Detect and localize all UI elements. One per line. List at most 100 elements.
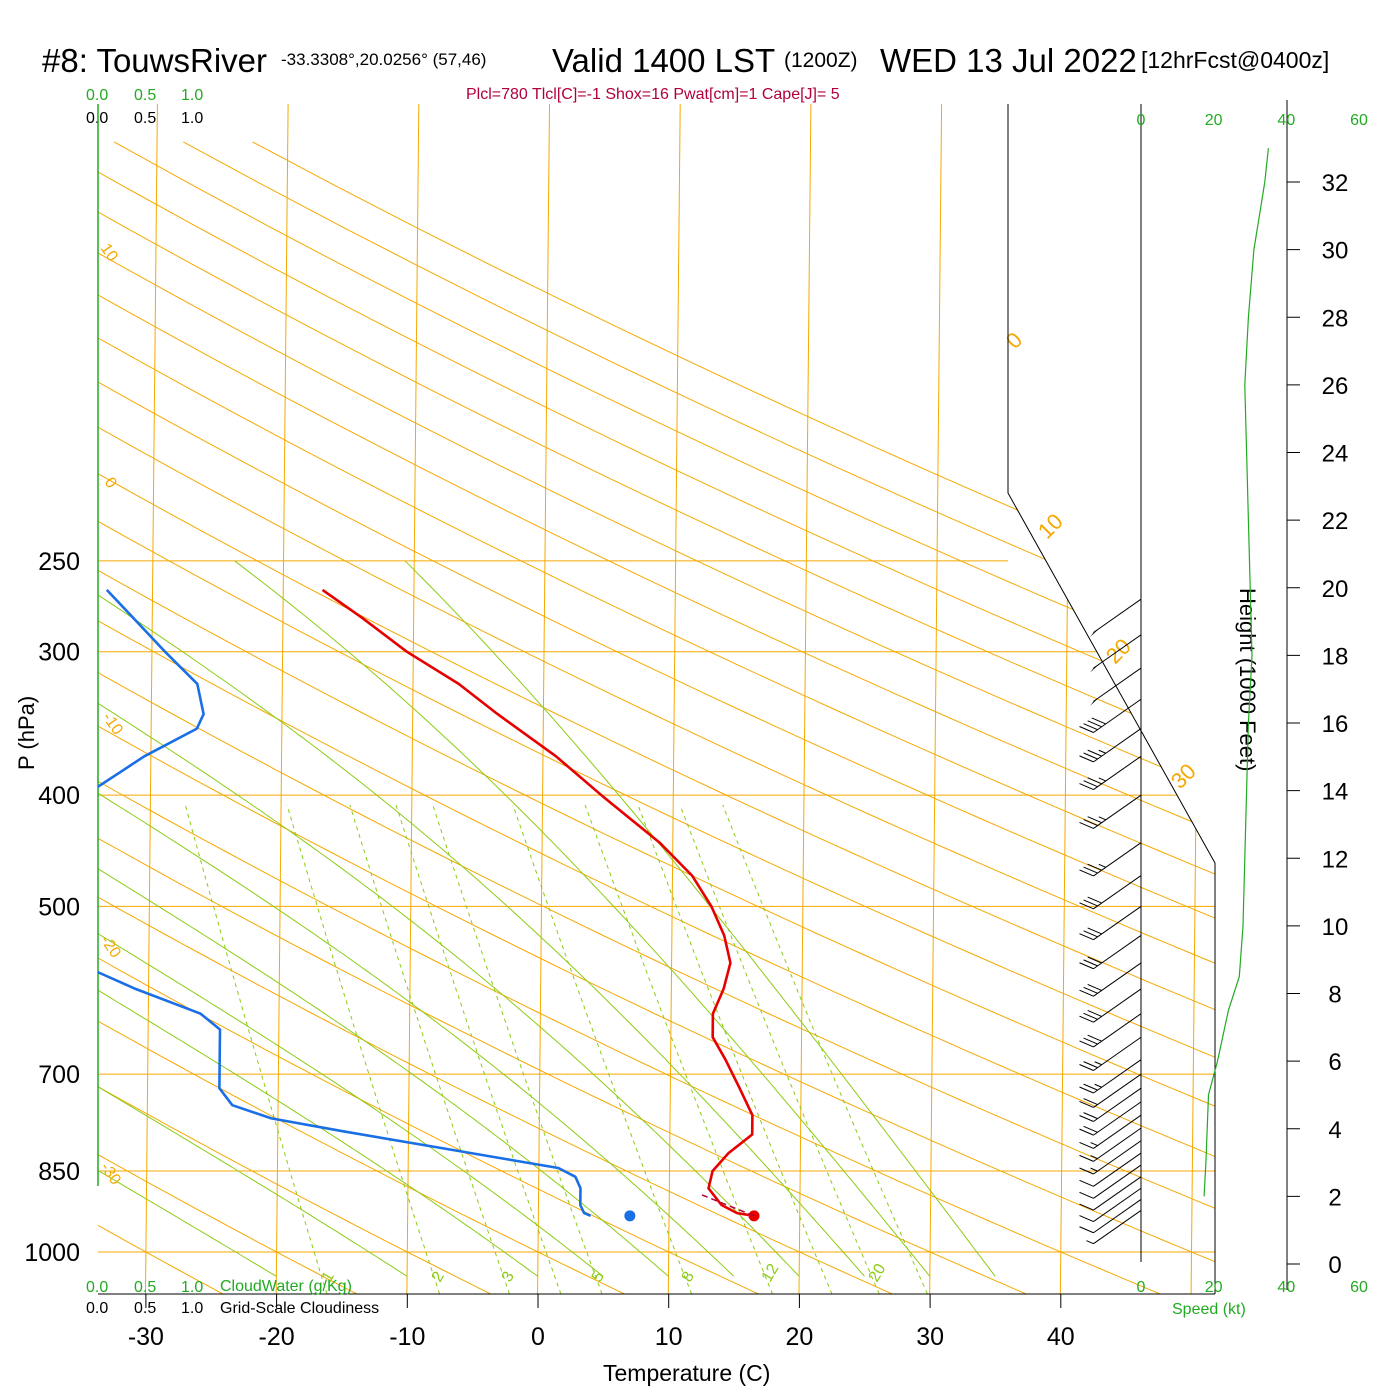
wind-barb (1079, 1101, 1142, 1136)
cloudiness-tick-top-1: 0.5 (134, 110, 156, 127)
temperature-tick-label: -10 (389, 1323, 425, 1351)
height-tick-label: 12 (1322, 846, 1349, 873)
wind-barb (1079, 1036, 1142, 1071)
dry-adiabat (98, 141, 625, 1294)
dry-adiabat (113, 141, 1215, 1294)
wind-barb-staff (1093, 1073, 1142, 1108)
wind-barb-feather (1087, 896, 1102, 904)
wind-barb-feather (1079, 783, 1094, 791)
wind-barb-feather (1087, 1010, 1102, 1017)
dry-adiabat (98, 141, 1215, 1294)
wind-barb (1079, 1199, 1142, 1234)
wind-barb-feather (1087, 777, 1102, 785)
isotherm-label: 30 (1166, 759, 1201, 794)
wind-barb (1079, 1187, 1142, 1222)
wind-barb-feather (1083, 1083, 1098, 1091)
wind-barb-feather (1079, 1064, 1094, 1071)
wind-barb-staff (1093, 1152, 1142, 1187)
isotherm (667, 104, 681, 1294)
moist-adiabat (234, 560, 931, 1277)
wind-barb (1079, 1164, 1142, 1199)
mixing-ratio-label: 12 (759, 1261, 783, 1285)
dry-adiabat (98, 141, 759, 1294)
pressure-axis-title: P (hPa) (14, 696, 39, 770)
dry-adiabat (98, 141, 1215, 1294)
wind-barb-feather (1079, 869, 1094, 877)
wind-barb-staff (1093, 598, 1142, 633)
height-tick-label: 2 (1328, 1184, 1341, 1211)
moist-adiabat (98, 560, 800, 1277)
moist-adiabat (404, 560, 996, 1277)
adiabat-label: 10 (97, 241, 121, 265)
thermodynamic-background (98, 104, 1215, 1294)
moist-adiabat (98, 560, 735, 1277)
wind-barb-half-feather (1098, 816, 1106, 821)
wind-barb-feather (1079, 726, 1094, 733)
wind-barb-staff (1093, 962, 1142, 997)
isotherm (798, 104, 812, 1294)
wind-barb (1090, 634, 1142, 673)
wind-barb (1079, 1176, 1142, 1211)
temperature-tick-label: 40 (1047, 1323, 1075, 1351)
dry-adiabat (98, 141, 1215, 1294)
speed-tick-label: 60 (1350, 112, 1368, 129)
station-coords: -33.3308°,20.0256° (57,46) (281, 50, 486, 69)
wind-barb-feather (1087, 863, 1102, 871)
wind-barb (1079, 1140, 1142, 1175)
temperature-surface-marker (748, 1210, 760, 1222)
pressure-tick-label: 500 (38, 893, 80, 921)
wind-barb-feather (1083, 1098, 1098, 1106)
wind-barb (1090, 667, 1142, 706)
wind-barb-half-feather (1098, 863, 1106, 868)
forecast-label: [12hrFcst@0400z] (1141, 47, 1329, 73)
wind-barb-feather (1087, 1034, 1102, 1042)
wind-barb-half-feather (1094, 1083, 1102, 1088)
wind-barb (1079, 906, 1142, 941)
cloudwater-scale-top: 0.0 0.5 1.0 0.0 0.5 1.0 (86, 87, 203, 127)
height-tick-label: 26 (1322, 373, 1349, 400)
cloud-tick-bottom-1: 0.5 (134, 1279, 156, 1296)
isobar-lines (98, 560, 1215, 1253)
wind-barb-feather (1083, 1125, 1098, 1133)
wind-barb (1079, 1073, 1142, 1108)
dewpoint-surface-marker (624, 1210, 636, 1222)
wind-barb-half-feather (1090, 1142, 1098, 1147)
wind-barb-feather (1083, 866, 1098, 874)
height-tick-label: 0 (1328, 1252, 1341, 1279)
wind-barb-feather (1079, 933, 1094, 941)
wind-barb-staff (1093, 1199, 1142, 1234)
dry-adiabat (98, 141, 1215, 1294)
wind-barb-staff (1093, 988, 1142, 1023)
wind-barb (1079, 1087, 1142, 1122)
wind-barb-feather (1087, 816, 1102, 824)
adiabat-label: -20 (97, 933, 124, 962)
wind-barb (1079, 755, 1142, 791)
wind-barb-feather (1087, 720, 1102, 728)
wind-barb-staff (1093, 1114, 1142, 1149)
wind-barb-feather (1079, 1167, 1094, 1175)
wind-barb-feather (1079, 1203, 1094, 1211)
moist-adiabat (98, 560, 408, 1277)
wind-barb-half-feather (1098, 777, 1106, 782)
stability-indices: Plcl=780 Tlcl[C]=-1 Shox=16 Pwat[cm]=1 C… (466, 86, 840, 103)
temperature-axis-title: Temperature (C) (603, 1360, 770, 1386)
wind-barb (1079, 1059, 1142, 1094)
height-tick-label: 16 (1322, 711, 1349, 738)
dry-adiabat (98, 141, 1215, 1294)
wind-barb (1079, 842, 1142, 877)
forecast-date: WED 13 Jul 2022 (880, 42, 1137, 79)
mixing-ratio-line (512, 804, 693, 1294)
wind-barb-feather (1083, 1012, 1098, 1020)
dry-adiabat (98, 141, 1215, 1294)
wind-barb-feather (1079, 1179, 1094, 1187)
wind-barb-pennant (1090, 663, 1101, 673)
wind-barb-feather (1083, 986, 1098, 994)
pressure-tick-label: 850 (38, 1158, 80, 1186)
wind-barb-feather (1079, 1141, 1094, 1149)
cloudwater-label: CloudWater (g/Kg) (220, 1278, 352, 1295)
mixing-ratio-line (432, 804, 603, 1294)
mixing-ratio-label: 5 (589, 1269, 608, 1285)
isotherm (537, 104, 551, 1294)
